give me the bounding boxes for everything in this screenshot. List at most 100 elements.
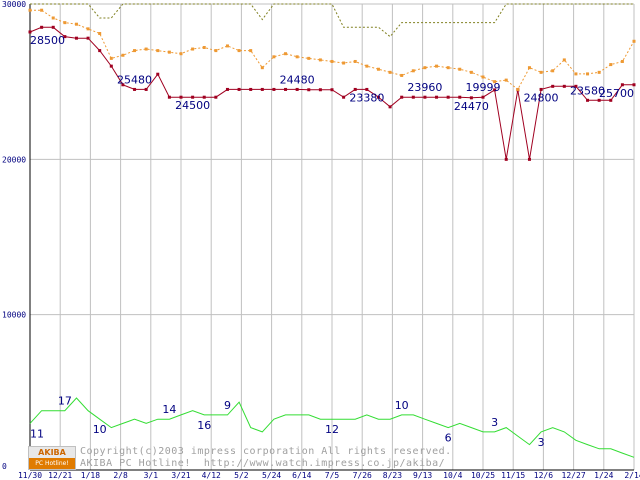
series-line-shops [29,397,635,458]
point-low [365,87,369,91]
point-low [400,95,404,99]
point-low [435,95,439,99]
point-average [202,45,206,49]
point-average [40,8,44,12]
y-tick-labels: 0 10000 20000 30000 [2,0,26,471]
point-low [551,84,555,88]
point-average [342,61,346,65]
point-average [144,47,148,51]
point-low [51,25,55,29]
logo-top-text: AKIBA [38,448,66,457]
point-average [620,59,624,63]
x-tick-label: 12/27 [562,471,586,480]
copyright-line-1: Copyright(c)2003 impress corporation All… [80,446,452,457]
point-average [156,49,160,53]
point-average [516,87,520,91]
x-tick-label: 5/2 [234,471,249,480]
point-average [435,64,439,68]
point-low [28,30,32,34]
x-tick-label: 9/13 [413,471,432,480]
point-low [98,49,102,53]
data-label-shops: 10 [395,399,409,412]
x-tick-label: 8/23 [383,471,402,480]
point-low [574,84,578,88]
point-average [365,64,369,68]
x-tick-label: 7/5 [325,471,340,480]
x-tick-label: 2/14 [624,471,640,480]
point-average [63,21,67,25]
point-average [249,49,253,53]
x-tick-label: 2/8 [113,471,128,480]
x-tick-labels: 11/30 12/21 1/18 2/8 3/1 3/21 4/12 5/2 5/24 6/14 7… [18,471,640,480]
data-label-low: 25700 [599,87,634,100]
point-low [504,157,508,161]
point-average [609,63,613,67]
data-label-low: 23960 [407,81,442,94]
point-average [388,70,392,74]
data-label-shops: 17 [58,395,72,408]
y-tick-label: 0 [2,462,7,471]
y-tick-label: 20000 [2,155,26,164]
point-average [400,73,404,77]
point-average [586,72,590,76]
data-label-shops: 14 [162,403,176,416]
point-low [493,88,497,92]
point-low [74,36,78,40]
point-average [539,70,543,74]
point-low [133,87,137,91]
point-average [353,59,357,63]
point-low [109,64,113,68]
point-average [260,66,264,70]
point-low [179,95,183,99]
point-low [376,95,380,99]
point-average [191,47,195,51]
data-label-low: 24800 [524,91,559,104]
point-average [423,66,427,70]
point-average [597,70,601,74]
data-label-shops: 3 [491,416,498,429]
data-label-low: 24500 [175,99,210,112]
data-label-low: 28500 [30,34,65,47]
point-low [330,88,334,92]
point-low [121,83,125,87]
data-label-low: 24470 [454,100,489,113]
point-average [376,67,380,71]
point-low [284,87,288,91]
y-tick-label: 10000 [2,311,26,320]
logo-bottom-text: PC Hotline! [29,458,75,469]
point-average [411,69,415,73]
axes [29,4,634,471]
point-average [74,22,78,26]
point-average [632,39,636,43]
x-tick-label: 6/14 [292,471,311,480]
data-label-low: 24480 [280,73,315,86]
x-tick-label: 11/15 [501,471,525,480]
point-average [562,58,566,62]
point-low [156,72,160,76]
point-average [458,67,462,71]
point-low [144,87,148,91]
y-tick-label: 30000 [2,0,26,9]
x-tick-label: 5/24 [262,471,281,480]
point-low [260,87,264,91]
point-average [469,70,473,74]
point-average [214,49,218,53]
point-average [295,55,299,59]
point-low [353,87,357,91]
point-average [481,75,485,79]
point-low [225,87,229,91]
point-low [562,84,566,88]
copyright-text: Copyright(c)2003 impress corporation All… [80,446,452,470]
series-line-high [30,3,634,38]
point-low [446,95,450,99]
point-low [63,35,67,39]
point-low [458,95,462,99]
point-average [493,80,497,84]
point-low [597,98,601,102]
point-low [469,96,473,100]
point-average [121,53,125,57]
point-low [202,95,206,99]
point-low [342,95,346,99]
point-low [295,87,299,91]
